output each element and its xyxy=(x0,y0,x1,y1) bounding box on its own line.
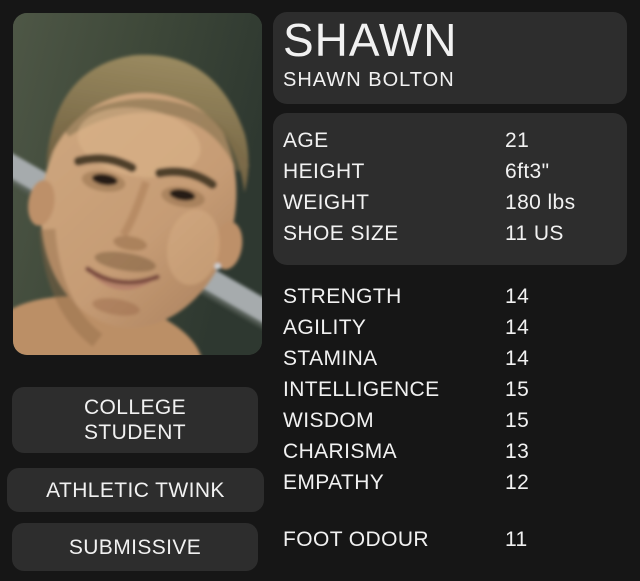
attribute-label: STRENGTH xyxy=(283,284,402,308)
attribute-label: STAMINA xyxy=(283,346,378,370)
stat-row: FOOT ODOUR 11 xyxy=(283,524,627,555)
attribute-row-empathy: EMPATHY 12 xyxy=(283,467,627,498)
special-stat-value: 11 xyxy=(505,527,528,551)
tag-athletic-twink: ATHLETIC TWINK xyxy=(7,468,264,512)
bio-row-height: HEIGHT 6ft3" xyxy=(283,156,627,187)
attribute-value: 14 xyxy=(505,346,530,370)
tag-submissive: SUBMISSIVE xyxy=(12,523,258,571)
special-stat-label: FOOT ODOUR xyxy=(283,527,429,551)
character-full-name: SHAWN BOLTON xyxy=(283,69,455,91)
bio-label: AGE xyxy=(283,128,329,152)
tag-college-student: COLLEGE STUDENT xyxy=(12,387,258,453)
bio-label: SHOE SIZE xyxy=(283,221,399,245)
attributes-list: STRENGTH 14 AGILITY 14 STAMINA 14 INTELL… xyxy=(283,281,627,498)
attribute-value: 12 xyxy=(505,470,530,494)
foot-odour-row: FOOT ODOUR 11 xyxy=(283,524,627,555)
tag-label: COLLEGE STUDENT xyxy=(83,396,186,444)
attribute-value: 14 xyxy=(505,315,530,339)
bio-value: 11 US xyxy=(505,221,564,245)
bio-value: 6ft3" xyxy=(505,159,550,183)
attribute-label: WISDOM xyxy=(283,408,375,432)
bio-row-weight: WEIGHT 180 lbs xyxy=(283,187,627,218)
attribute-row-wisdom: WISDOM 15 xyxy=(283,405,627,436)
character-name: SHAWN xyxy=(283,14,458,66)
attribute-row-charisma: CHARISMA 13 xyxy=(283,436,627,467)
bio-stats-panel: AGE 21 HEIGHT 6ft3" WEIGHT 180 lbs SHOE … xyxy=(273,113,627,265)
attribute-row-strength: STRENGTH 14 xyxy=(283,281,627,312)
attribute-label: INTELLIGENCE xyxy=(283,377,440,401)
attribute-value: 15 xyxy=(505,408,530,432)
bio-row-age: AGE 21 xyxy=(283,125,627,156)
attribute-label: AGILITY xyxy=(283,315,367,339)
tag-label: SUBMISSIVE xyxy=(68,535,202,559)
bio-label: WEIGHT xyxy=(283,190,370,214)
attribute-row-agility: AGILITY 14 xyxy=(283,312,627,343)
attribute-row-stamina: STAMINA 14 xyxy=(283,343,627,374)
profile-photo xyxy=(13,13,262,355)
bio-row-shoe-size: SHOE SIZE 11 US xyxy=(283,218,627,249)
attribute-value: 13 xyxy=(505,439,530,463)
bio-value: 180 lbs xyxy=(505,190,576,214)
attribute-label: EMPATHY xyxy=(283,470,385,494)
attribute-value: 15 xyxy=(505,377,530,401)
bio-value: 21 xyxy=(505,128,530,152)
bio-label: HEIGHT xyxy=(283,159,365,183)
attribute-value: 14 xyxy=(505,284,530,308)
tag-label: ATHLETIC TWINK xyxy=(46,478,225,502)
attribute-label: CHARISMA xyxy=(283,439,398,463)
attribute-row-intelligence: INTELLIGENCE 15 xyxy=(283,374,627,405)
name-panel: SHAWN SHAWN BOLTON xyxy=(273,12,627,104)
portrait-illustration xyxy=(13,13,262,355)
